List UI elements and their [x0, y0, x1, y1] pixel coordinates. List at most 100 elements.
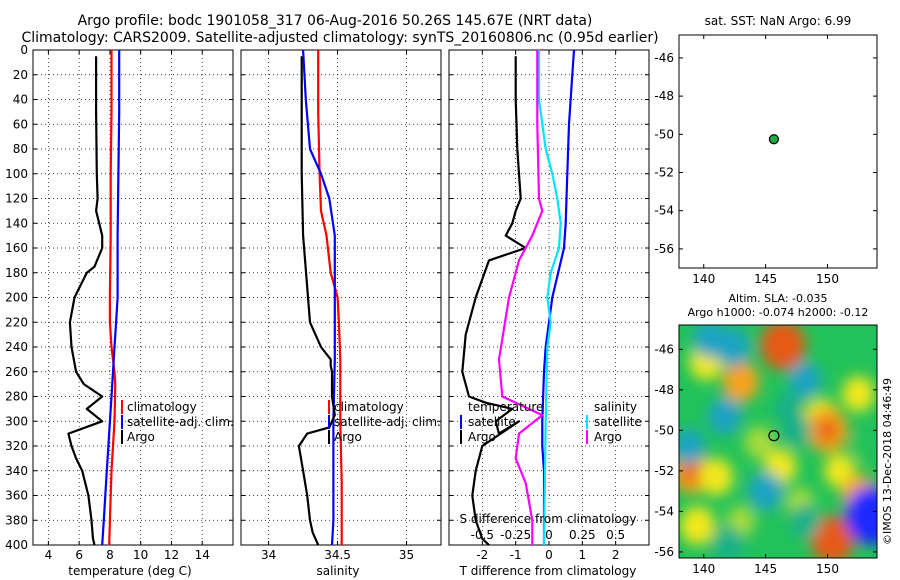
- title-line2: Climatology: CARS2009. Satellite-adjuste…: [21, 30, 658, 46]
- y-tick-label: 380: [5, 513, 28, 527]
- y-tick-label: 360: [5, 489, 28, 503]
- x-tick-label: 14: [195, 548, 210, 562]
- legend-label-t-argo: Argo: [468, 430, 496, 444]
- y-tick-label: -48: [654, 383, 674, 397]
- series-s-satellite: [537, 50, 562, 546]
- y-tick-label: 340: [5, 464, 28, 478]
- y-tick-label: 280: [5, 390, 28, 404]
- y-tick-label: -50: [654, 127, 674, 141]
- x-tick-label: 35: [399, 548, 414, 562]
- title-line1: Argo profile: bodc 1901058_317 06-Aug-20…: [78, 13, 593, 29]
- sla-anomaly-blob: [788, 361, 822, 398]
- x-tick-label: 140: [692, 562, 715, 576]
- ssh-map-ticks: -46 -48 -50 -52 -54 -56 140 145 150: [654, 342, 877, 576]
- sla-anomaly-core: [732, 371, 750, 392]
- series-argo: [67, 56, 104, 546]
- legend-label-s-argo: Argo: [594, 430, 622, 444]
- x-tick-label: 145: [754, 562, 777, 576]
- x-tick-label: 6: [75, 548, 83, 562]
- y-tick-label: -56: [654, 242, 674, 256]
- y-tick-label: -56: [654, 545, 674, 559]
- sla-anomaly-blob: [773, 392, 803, 424]
- sla-anomaly-blob: [824, 453, 856, 489]
- series-lines: [67, 49, 576, 546]
- legend-label-climatology: climatology: [127, 400, 197, 414]
- sla-anomaly-blob: [789, 504, 821, 539]
- sla-anomaly-core: [818, 419, 837, 442]
- legend-label-satellite: satellite-adj. clim.: [334, 415, 441, 429]
- y-tick-label: 220: [5, 315, 28, 329]
- y-tick-label: 100: [5, 167, 28, 181]
- sla-anomaly-blob: [744, 426, 775, 459]
- sla-anomaly-core: [822, 527, 843, 552]
- y-tick-label: -52: [654, 464, 674, 478]
- temperature-xlabel: temperature (deg C): [68, 564, 191, 578]
- sla-anomaly-blob: [712, 526, 745, 558]
- credit-text: ©IMOS 13-Dec-2018 04:46:49: [881, 378, 894, 545]
- x-tick-label: 0: [545, 548, 553, 562]
- y-tick-label: -46: [654, 342, 674, 356]
- x-tick-label: 2: [612, 548, 620, 562]
- ssh-map-title-line1: Altim. SLA: -0.035: [728, 292, 827, 305]
- y-tick-label: 320: [5, 439, 28, 453]
- difference-legend: temperature satellite Argo salinity sate…: [460, 400, 642, 444]
- legend-title-temperature: temperature: [468, 400, 543, 414]
- x-tick-label: 150: [816, 562, 839, 576]
- sla-anomaly-core: [859, 500, 877, 531]
- y-tick-label: 20: [13, 68, 28, 82]
- legend-label-argo: Argo: [127, 430, 155, 444]
- x-tick-label: 12: [164, 548, 179, 562]
- series-t-argo: [461, 56, 527, 546]
- y-tick-label: -54: [654, 504, 674, 518]
- temperature-legend: climatology satellite-adj. clim. Argo: [121, 400, 234, 444]
- x-tick-label: 145: [754, 272, 777, 286]
- x-tick-label: -1: [510, 548, 522, 562]
- x-tick-label: 34: [261, 548, 276, 562]
- x-tick-label: -2: [476, 548, 488, 562]
- y-tick-label: -46: [654, 51, 674, 65]
- y-tick-label: 260: [5, 365, 28, 379]
- sla-anomaly-blob: [851, 431, 877, 462]
- series-satellite-adj-clim-: [302, 49, 336, 546]
- sla-anomaly-core: [682, 462, 700, 484]
- x-tick-label: 34.5: [324, 548, 351, 562]
- salinity-xlabel: salinity: [316, 564, 359, 578]
- argo-location-marker: [768, 134, 780, 145]
- series-satellite-adj-clim-: [101, 50, 121, 546]
- tick-labels: 0204060801001201401601802002202402602803…: [5, 43, 625, 562]
- x-tick-label: 140: [692, 272, 715, 286]
- sst-map: [678, 34, 878, 269]
- y-tick-label: 140: [5, 216, 28, 230]
- top-tick-label: -0.25: [500, 528, 531, 542]
- y-tick-label: 40: [13, 93, 28, 107]
- legend-label-t-satellite: satellite: [468, 415, 516, 429]
- difference-xlabel: T difference from climatology: [459, 564, 637, 578]
- x-tick-label: 150: [816, 272, 839, 286]
- top-tick-label: 0.5: [606, 528, 625, 542]
- legend-label-argo: Argo: [334, 430, 362, 444]
- top-tick-label: 0: [545, 528, 553, 542]
- ssh-heatmap: [679, 325, 877, 558]
- argo-location-ring: [768, 430, 780, 442]
- series-s-argo: [497, 50, 544, 545]
- sla-anomaly-blob: [707, 397, 742, 435]
- y-tick-label: -50: [654, 423, 674, 437]
- sla-anomaly-blob: [679, 428, 706, 465]
- y-tick-label: -52: [654, 166, 674, 180]
- legend-label-climatology: climatology: [334, 400, 404, 414]
- y-tick-label: 240: [5, 340, 28, 354]
- sla-anomaly-blob: [699, 458, 734, 496]
- series-argo: [297, 56, 336, 546]
- x-tick-label: 10: [133, 548, 148, 562]
- ssh-map-title-line2: Argo h1000: -0.074 h2000: -0.12: [688, 306, 869, 319]
- sla-anomaly-core: [772, 332, 794, 358]
- x-tick-label: 8: [106, 548, 114, 562]
- y-tick-label: 0: [20, 43, 28, 57]
- legend-label-satellite: satellite-adj. clim.: [127, 415, 234, 429]
- ssh-map-frame: [678, 324, 878, 559]
- y-tick-label: -48: [654, 89, 674, 103]
- y-tick-label: 120: [5, 192, 28, 206]
- difference-top-label: S difference from climatology: [460, 512, 637, 526]
- sla-anomaly-blob: [679, 506, 716, 546]
